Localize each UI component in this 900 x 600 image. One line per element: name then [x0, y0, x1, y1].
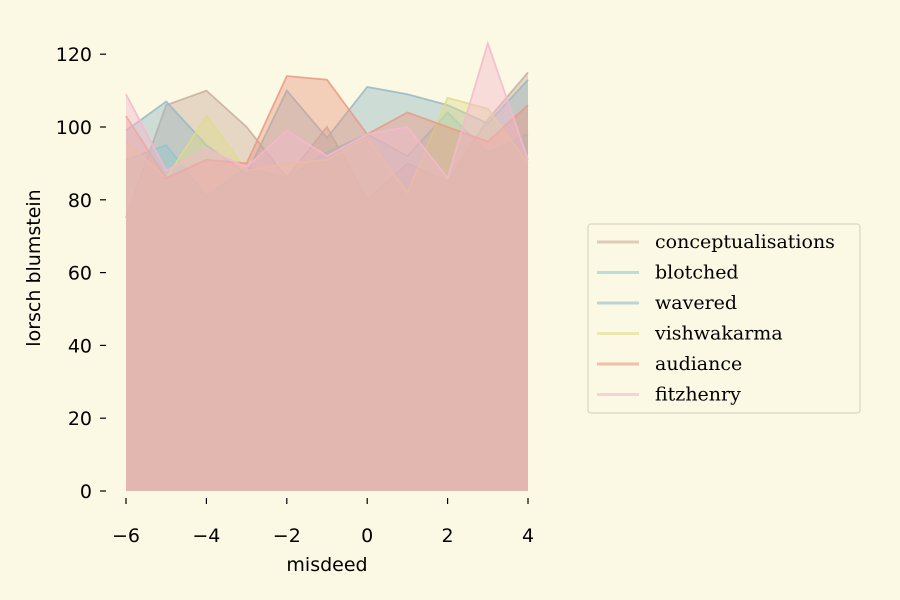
legend: conceptualisations blotched wavered vishwak…	[587, 223, 861, 414]
y-axis: 0 20 40 60 80 100 120	[56, 44, 106, 503]
y-axis-title: lorsch blumstein	[23, 189, 45, 346]
x-tick-label: −6	[112, 525, 140, 547]
plot-areas	[125, 40, 529, 492]
legend-label-wavered: wavered	[655, 292, 737, 314]
area-line-fitzhenry	[125, 40, 529, 180]
area-fill-vishwakarma	[126, 97, 528, 491]
area-line-blotched	[125, 111, 529, 198]
x-tick-label: 2	[442, 525, 454, 547]
y-tick-label: 120	[56, 44, 92, 66]
y-tick-label: 80	[68, 190, 92, 212]
area-line-conceptualisations	[125, 71, 529, 219]
legend-frame	[587, 223, 861, 414]
area-fill-conceptualisations	[126, 72, 528, 492]
y-tick-label: 40	[68, 335, 92, 357]
x-tick-label: 0	[361, 525, 373, 547]
y-tick-label: 60	[68, 263, 92, 285]
legend-label-vishwakarma: vishwakarma	[654, 323, 783, 345]
area-fill-wavered	[126, 79, 528, 492]
legend-items: conceptualisations blotched wavered vishwak…	[597, 231, 835, 406]
legend-label-audiance: audiance	[655, 353, 742, 375]
x-tick-label: −4	[192, 525, 220, 547]
x-axis: −6 −4 −2 0 2 4	[112, 498, 534, 547]
y-tick-label: 20	[68, 408, 92, 430]
x-axis-title: misdeed	[286, 554, 367, 576]
legend-label-fitzhenry: fitzhenry	[655, 384, 741, 406]
area-fill-fitzhenry	[126, 43, 528, 491]
area-fill-audiance	[126, 76, 528, 491]
x-tick-label: −2	[273, 525, 301, 547]
legend-label-conceptualisations: conceptualisations	[655, 231, 835, 253]
x-tick-label: 4	[522, 525, 534, 547]
y-tick-label: 0	[80, 481, 92, 503]
legend-label-blotched: blotched	[655, 262, 739, 284]
y-tick-label: 100	[56, 117, 92, 139]
area-line-wavered	[125, 79, 529, 176]
area-line-vishwakarma	[125, 96, 529, 195]
area-fill-blotched	[126, 112, 528, 491]
